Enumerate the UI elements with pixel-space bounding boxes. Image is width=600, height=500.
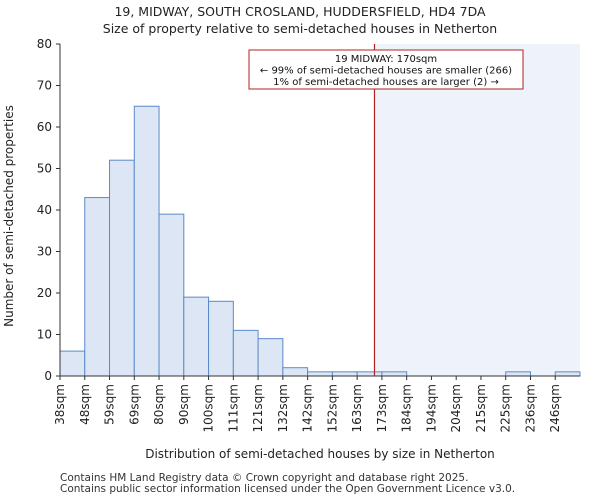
histogram-bar: [331, 371, 358, 377]
x-tick-label: 38sqm: [53, 384, 67, 425]
histogram-bar: [356, 371, 383, 377]
histogram-bar: [84, 197, 111, 377]
y-tick-label: 20: [37, 286, 52, 300]
x-tick-label: 100sqm: [202, 384, 216, 432]
footer-copyright: Contains HM Land Registry data © Crown c…: [60, 472, 469, 484]
y-tick-label: 50: [37, 162, 52, 176]
x-tick-label: 236sqm: [523, 384, 537, 432]
histogram-bar: [59, 350, 86, 377]
x-tick-label: 246sqm: [548, 384, 562, 432]
y-tick-label: 40: [37, 203, 52, 217]
chart-subtitle: Size of property relative to semi-detach…: [102, 21, 498, 36]
histogram-bar: [208, 300, 234, 377]
y-tick-label: 60: [37, 120, 52, 134]
marker-annotation-box: [248, 49, 524, 90]
x-axis-label: Distribution of semi-detached houses by …: [145, 447, 495, 461]
histogram-bar: [133, 105, 160, 377]
x-tick-label: 173sqm: [375, 384, 389, 432]
y-tick-label: 70: [37, 79, 52, 93]
x-tick-label: 59sqm: [103, 384, 117, 425]
x-tick-label: 69sqm: [127, 384, 141, 425]
x-tick-label: 204sqm: [449, 384, 463, 432]
y-tick-label: 30: [37, 245, 52, 259]
x-tick-label: 48sqm: [78, 384, 92, 425]
y-tick-label: 10: [37, 328, 52, 342]
x-tick-label: 225sqm: [499, 384, 513, 432]
histogram-bar: [183, 296, 210, 377]
x-tick-label: 90sqm: [177, 384, 191, 425]
histogram-bar: [307, 371, 333, 377]
footer-licence: Contains public sector information licen…: [60, 483, 516, 495]
marker-annotation-text: ← 99% of semi-detached houses are smalle…: [260, 66, 512, 77]
histogram-bar: [257, 338, 284, 377]
x-tick-label: 132sqm: [276, 384, 290, 432]
histogram-bar: [505, 371, 531, 377]
histogram-bar: [232, 329, 259, 377]
larger-region-highlight: [374, 44, 580, 376]
x-tick-label: 121sqm: [251, 384, 265, 432]
histogram-bar: [282, 367, 309, 377]
x-tick-label: 80sqm: [152, 384, 166, 425]
chart-title: 19, MIDWAY, SOUTH CROSLAND, HUDDERSFIELD…: [114, 4, 486, 19]
x-tick-label: 184sqm: [400, 384, 414, 432]
x-tick-label: 163sqm: [350, 384, 364, 432]
y-tick-label: 80: [37, 37, 52, 51]
histogram-bar: [158, 213, 185, 377]
marker-annotation-text: 19 MIDWAY: 170sqm: [335, 54, 437, 65]
y-tick-label: 0: [44, 369, 52, 383]
histogram-bar: [554, 371, 581, 377]
marker-annotation-text: 1% of semi-detached houses are larger (2…: [273, 77, 499, 88]
x-tick-label: 194sqm: [424, 384, 438, 432]
x-tick-label: 111sqm: [226, 384, 240, 432]
y-axis-label: Number of semi-detached properties: [2, 105, 16, 327]
histogram-bar: [109, 159, 135, 377]
x-tick-label: 142sqm: [301, 384, 315, 432]
x-tick-label: 152sqm: [325, 384, 339, 432]
histogram-bar: [381, 371, 408, 377]
x-tick-label: 215sqm: [474, 384, 488, 432]
histogram-chart: 0 10 20 30 40 50 60 70 80 38sqm 48sqm 59sqm 69sqm 80s…: [2, 37, 581, 461]
